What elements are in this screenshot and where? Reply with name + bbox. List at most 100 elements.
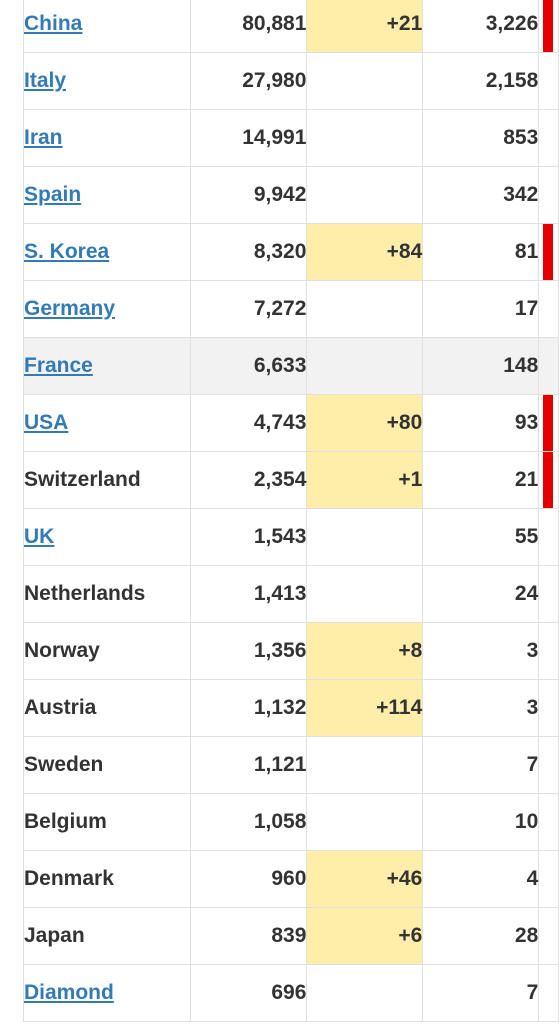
new-deaths-cell <box>538 0 559 53</box>
country-cell: Netherlands <box>22 565 192 623</box>
new-deaths-cell <box>538 451 559 509</box>
total-cases-cell: 1,543 <box>190 508 308 566</box>
total-cases-cell: 9,942 <box>190 166 308 224</box>
total-cases-cell: 839 <box>190 907 308 965</box>
total-deaths-cell: 24 <box>422 565 540 623</box>
table-row: Spain 9,942 342 <box>22 166 559 224</box>
table-row: France 6,633 148 <box>22 337 559 395</box>
table-row: Switzerland 2,354 +1 21 <box>22 451 559 509</box>
country-cell[interactable]: China <box>22 0 192 53</box>
total-cases-cell: 1,132 <box>190 679 308 737</box>
total-deaths-cell: 148 <box>422 337 540 395</box>
table-row: Belgium 1,058 10 <box>22 793 559 851</box>
new-cases-cell <box>306 964 424 1022</box>
table-row: Sweden 1,121 7 <box>22 736 559 794</box>
table-row: Germany 7,272 17 <box>22 280 559 338</box>
new-deaths-cell <box>538 223 559 281</box>
total-cases-cell: 1,058 <box>190 793 308 851</box>
new-deaths-indicator <box>543 395 554 451</box>
country-cell[interactable]: Spain <box>22 166 192 224</box>
new-deaths-cell <box>538 394 559 452</box>
table-row: Diamond 696 7 <box>22 964 559 1022</box>
new-deaths-cell <box>538 565 559 623</box>
new-cases-cell <box>306 793 424 851</box>
total-cases-cell: 8,320 <box>190 223 308 281</box>
new-cases-cell: +84 <box>306 223 424 281</box>
total-cases-cell: 696 <box>190 964 308 1022</box>
country-link[interactable]: Italy <box>24 69 67 92</box>
country-cell: Japan <box>22 907 192 965</box>
table-row: Japan 839 +6 28 <box>22 907 559 965</box>
new-deaths-indicator <box>543 452 554 508</box>
total-cases-cell: 2,354 <box>190 451 308 509</box>
total-cases-cell: 6,633 <box>190 337 308 395</box>
total-deaths-cell: 3,226 <box>422 0 540 53</box>
country-name: Norway <box>24 639 100 662</box>
total-cases-cell: 1,356 <box>190 622 308 680</box>
new-cases-cell: +8 <box>306 622 424 680</box>
country-cell: Belgium <box>22 793 192 851</box>
country-cell[interactable]: Iran <box>22 109 192 167</box>
new-cases-cell: +1 <box>306 451 424 509</box>
total-cases-cell: 80,881 <box>190 0 308 53</box>
country-link[interactable]: Iran <box>24 126 63 149</box>
new-cases-cell <box>306 565 424 623</box>
country-cell[interactable]: S. Korea <box>22 223 192 281</box>
table-body: China 80,881 +21 3,226 Italy 27,980 2,158 Iran 1… <box>22 0 559 1022</box>
new-deaths-cell <box>538 964 559 1022</box>
new-deaths-cell <box>538 907 559 965</box>
total-cases-cell: 14,991 <box>190 109 308 167</box>
new-cases-cell <box>306 508 424 566</box>
country-cell: Austria <box>22 679 192 737</box>
country-name: Austria <box>24 696 97 719</box>
total-deaths-cell: 81 <box>422 223 540 281</box>
new-deaths-cell <box>538 679 559 737</box>
country-cell[interactable]: Diamond <box>22 964 192 1022</box>
new-deaths-cell <box>538 850 559 908</box>
country-link[interactable]: S. Korea <box>24 240 110 263</box>
new-deaths-cell <box>538 508 559 566</box>
country-stats-table: China 80,881 +21 3,226 Italy 27,980 2,158 Iran 1… <box>22 0 559 1022</box>
country-cell: Denmark <box>22 850 192 908</box>
country-link[interactable]: USA <box>24 411 69 434</box>
country-cell[interactable]: France <box>22 337 192 395</box>
new-deaths-cell <box>538 337 559 395</box>
country-link[interactable]: France <box>24 354 93 377</box>
country-name: Netherlands <box>24 582 146 605</box>
total-deaths-cell: 3 <box>422 622 540 680</box>
country-cell[interactable]: Italy <box>22 52 192 110</box>
table-row: Austria 1,132 +114 3 <box>22 679 559 737</box>
total-deaths-cell: 21 <box>422 451 540 509</box>
table-row: S. Korea 8,320 +84 81 <box>22 223 559 281</box>
total-deaths-cell: 3 <box>422 679 540 737</box>
total-cases-cell: 4,743 <box>190 394 308 452</box>
country-link[interactable]: Spain <box>24 183 82 206</box>
total-deaths-cell: 10 <box>422 793 540 851</box>
new-cases-cell <box>306 166 424 224</box>
total-deaths-cell: 28 <box>422 907 540 965</box>
country-link[interactable]: China <box>24 12 83 35</box>
new-deaths-indicator <box>543 224 554 280</box>
table-row: USA 4,743 +80 93 <box>22 394 559 452</box>
country-link[interactable]: Diamond <box>24 981 114 1004</box>
total-cases-cell: 1,413 <box>190 565 308 623</box>
new-cases-cell: +21 <box>306 0 424 53</box>
total-deaths-cell: 342 <box>422 166 540 224</box>
table-row: Iran 14,991 853 <box>22 109 559 167</box>
total-cases-cell: 1,121 <box>190 736 308 794</box>
total-deaths-cell: 7 <box>422 736 540 794</box>
country-cell[interactable]: UK <box>22 508 192 566</box>
new-deaths-cell <box>538 166 559 224</box>
new-deaths-cell <box>538 280 559 338</box>
total-deaths-cell: 7 <box>422 964 540 1022</box>
country-cell[interactable]: USA <box>22 394 192 452</box>
new-cases-cell: +46 <box>306 850 424 908</box>
total-deaths-cell: 55 <box>422 508 540 566</box>
country-link[interactable]: UK <box>24 525 55 548</box>
country-cell[interactable]: Germany <box>22 280 192 338</box>
new-deaths-cell <box>538 52 559 110</box>
total-cases-cell: 960 <box>190 850 308 908</box>
new-cases-cell <box>306 337 424 395</box>
country-link[interactable]: Germany <box>24 297 116 320</box>
